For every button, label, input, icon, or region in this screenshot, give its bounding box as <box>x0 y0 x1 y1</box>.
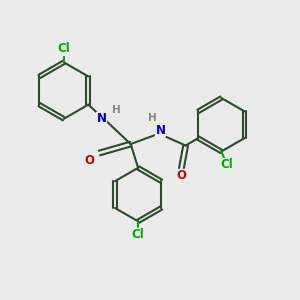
Text: Cl: Cl <box>57 42 70 56</box>
Text: Cl: Cl <box>132 228 145 241</box>
Text: O: O <box>176 169 186 182</box>
Text: N: N <box>97 112 106 125</box>
Text: H: H <box>148 113 157 123</box>
Text: N: N <box>155 124 165 136</box>
Text: Cl: Cl <box>220 158 233 171</box>
Text: O: O <box>84 154 94 167</box>
Text: H: H <box>112 106 121 116</box>
